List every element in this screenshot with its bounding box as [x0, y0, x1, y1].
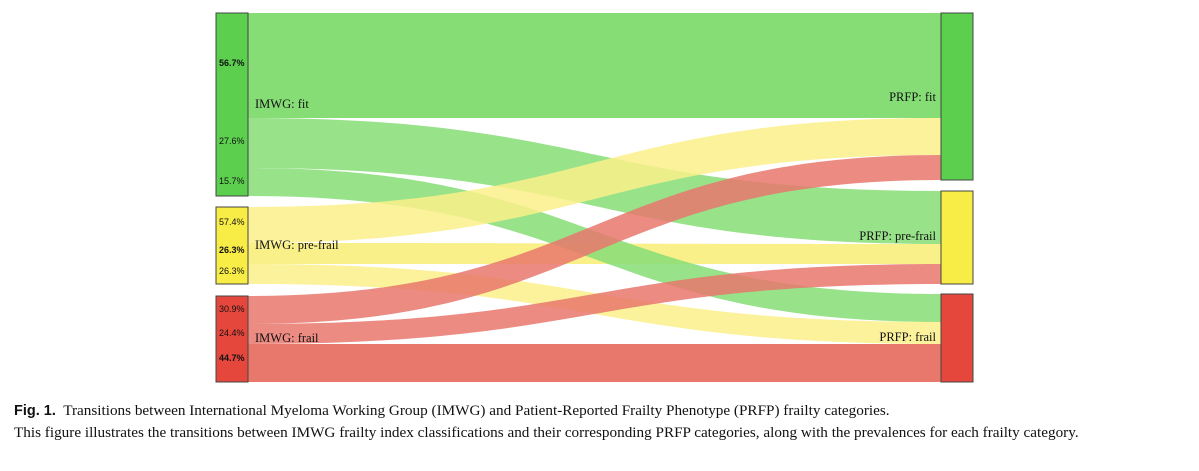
left-node-prefrail-label: IMWG: pre-frail	[255, 238, 339, 252]
left-node-fit	[215, 12, 249, 197]
caption-title-line: Fig. 1. Transitions between Internationa…	[14, 400, 1189, 422]
left-node-fit-pct-3: 15.7%	[219, 176, 245, 186]
caption-description: This figure illustrates the transitions …	[14, 424, 1079, 441]
figure-label: Fig. 1.	[14, 403, 56, 419]
right-node-frail-label: PRFP: frail	[879, 330, 936, 344]
left-node-frail	[215, 295, 249, 383]
left-node-fit-pct-2: 27.6%	[219, 136, 245, 146]
left-node-fit-pct-1: 56.7%	[219, 58, 245, 68]
flow-layer	[248, 13, 941, 382]
left-node-frail-pct-1: 30.9%	[219, 304, 245, 314]
sankey-diagram: 56.7% 27.6% 15.7% IMWG: fit 57.4% 26.3% 26.3% I…	[215, 12, 974, 383]
left-node-prefrail-pct-1: 57.4%	[219, 217, 245, 227]
right-node-fit	[940, 12, 974, 181]
left-node-fit-label: IMWG: fit	[255, 97, 309, 111]
figure-caption: Fig. 1. Transitions between Internationa…	[14, 400, 1189, 443]
right-node-fit-label: PRFP: fit	[889, 90, 936, 104]
caption-title: Transitions between International Myelom…	[63, 402, 890, 419]
flow-prefrail-to-fit	[248, 118, 941, 243]
left-node-frail-pct-3: 44.7%	[219, 353, 245, 363]
node-layer: 56.7% 27.6% 15.7% IMWG: fit 57.4% 26.3% 26.3% I…	[215, 12, 974, 383]
flow-fit-to-fit	[248, 13, 941, 118]
flow-frail-to-prefrail	[248, 264, 941, 344]
left-node-prefrail	[215, 206, 249, 285]
left-node-frail-pct-2: 24.4%	[219, 328, 245, 338]
left-node-frail-label: IMWG: frail	[255, 331, 319, 345]
flow-frail-to-frail	[248, 344, 941, 382]
right-node-frail	[940, 293, 974, 383]
left-node-prefrail-pct-2: 26.3%	[219, 245, 245, 255]
right-node-prefrail	[940, 190, 974, 285]
flow-frail-to-fit	[248, 155, 941, 324]
left-node-prefrail-pct-3: 26.3%	[219, 266, 245, 276]
right-node-prefrail-label: PRFP: pre-frail	[859, 229, 936, 243]
